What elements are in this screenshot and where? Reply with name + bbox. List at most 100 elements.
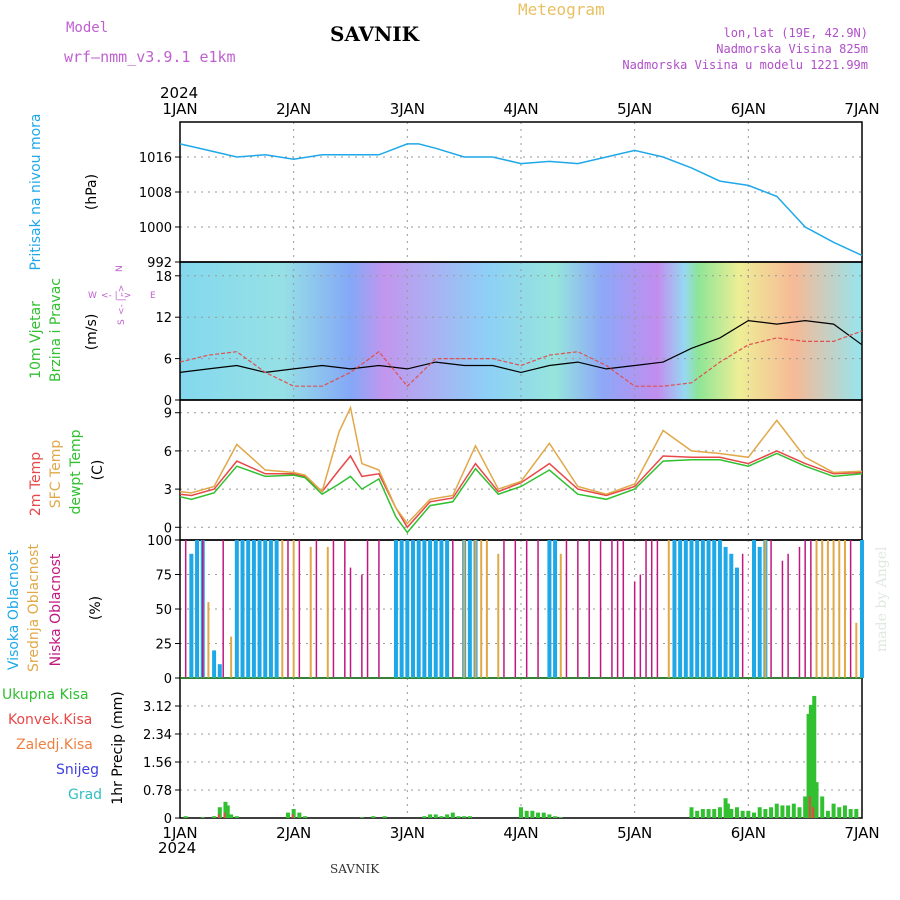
precip-total-bar (183, 816, 188, 818)
x-tick-label-top: 5JAN (617, 100, 652, 118)
precip-total-bar (285, 812, 290, 818)
precip-total-bar (433, 814, 438, 818)
precip-total-bar (780, 805, 785, 818)
temp-label-sfc: SFC Temp (48, 440, 64, 509)
y-tick-label: 18 (155, 270, 172, 285)
mid-cloud-bar (855, 622, 858, 678)
high-cloud-bar (240, 540, 245, 678)
precip-total-bar (725, 803, 730, 818)
y-tick-label: 2.34 (143, 728, 172, 743)
precip-total-bar (831, 803, 836, 818)
precip-total-bar (223, 801, 228, 818)
mid-cloud-bar (838, 540, 841, 678)
precip-total-bar (359, 817, 364, 818)
precip-conv-bar (808, 796, 811, 818)
high-cloud-bar (729, 553, 734, 678)
precip-total-bar (746, 810, 751, 818)
precip-total-bar (723, 798, 728, 818)
low-cloud-bar (201, 540, 204, 678)
high-cloud-bar (706, 540, 711, 678)
mid-cloud-bar (474, 540, 477, 678)
y-tick-label: 0 (164, 394, 172, 409)
low-cloud-bar (810, 540, 812, 678)
precip-total-bar (234, 816, 239, 818)
high-cloud-bar (422, 540, 427, 678)
high-cloud-bar (860, 540, 864, 678)
compass-w: W (88, 291, 97, 301)
precip-total-bar (547, 814, 552, 818)
y-tick-label: 1.56 (143, 756, 172, 771)
low-cloud-bar (537, 540, 539, 678)
mid-cloud-bar (207, 602, 210, 678)
high-cloud-bar (683, 540, 688, 678)
low-cloud-bar (344, 540, 346, 678)
high-cloud-bar (717, 540, 722, 678)
precip-total-bar (854, 809, 859, 818)
temp-sfc-line (179, 405, 863, 525)
low-cloud-bar (222, 540, 224, 678)
low-cloud-bar (503, 540, 505, 678)
precip-total-bar (842, 805, 847, 818)
low-cloud-bar (349, 567, 352, 678)
high-cloud-bar (752, 540, 757, 678)
high-cloud-bar (257, 540, 262, 678)
wind-field-background (180, 262, 862, 400)
high-cloud-bar (251, 540, 256, 678)
x-tick-label-bottom: 5JAN (617, 824, 652, 842)
precip-total-bar (422, 816, 427, 818)
precip-total-bar (757, 807, 762, 818)
high-cloud-bar (547, 540, 552, 678)
mid-cloud-bar (559, 553, 562, 678)
low-cloud-bar (616, 540, 619, 678)
precip-unit: 1hr Precip (mm) (110, 691, 126, 804)
low-cloud-bar (287, 540, 289, 678)
precip-total-bar (200, 817, 205, 818)
precip-total-bar (303, 816, 308, 818)
cloud-label-high: Visoka Oblacnost (6, 549, 22, 670)
mid-cloud-bar (480, 540, 483, 678)
precip-total-bar (428, 814, 433, 818)
low-cloud-bar (622, 540, 625, 678)
high-cloud-bar (212, 650, 217, 678)
high-cloud-bar (246, 540, 251, 678)
meteogram-title: Meteogram (518, 0, 605, 19)
precip-total-bar (774, 803, 779, 818)
compass-s: S (117, 319, 127, 325)
precip-total-bar (291, 809, 296, 818)
precip-total-bar (786, 805, 791, 818)
precip-total-bar (695, 810, 700, 818)
x-tick-label-bottom: 2JAN (276, 824, 311, 842)
y-tick-label: 1016 (139, 151, 172, 166)
y-tick-label: 3 (164, 483, 172, 498)
precip-conv-bar (812, 807, 815, 818)
x-tick-label-top: 2JAN (276, 100, 311, 118)
low-cloud-bar (599, 540, 602, 678)
precip-total-bar (837, 807, 842, 818)
precip-total-bar (848, 809, 853, 818)
low-cloud-bar (781, 560, 784, 678)
precip-total-bar (806, 713, 811, 818)
lonlat-label: lon,lat (19E, 42.9N) (723, 26, 869, 40)
precip-total-bar (456, 816, 461, 818)
x-tick-label-bottom: 7JAN (844, 824, 879, 842)
precip-total-bar (825, 810, 830, 818)
temp-unit: (C) (90, 460, 106, 481)
x-tick-label-bottom: 6JAN (731, 824, 766, 842)
precip-total-bar (297, 812, 302, 818)
pressure-line (179, 143, 863, 257)
precip-total-bar (467, 816, 472, 818)
precip-total-bar (808, 704, 813, 818)
mid-cloud-bar (463, 540, 466, 678)
low-cloud-bar (361, 574, 363, 678)
high-cloud-bar (195, 540, 200, 678)
precip-total-bar (536, 812, 541, 818)
low-cloud-bar (565, 540, 568, 678)
precip-total-bar (717, 807, 722, 818)
precip-total-bar (558, 817, 563, 818)
precip-total-bar (212, 816, 217, 818)
model-name: wrf–nmm_v3.9.1 e1km (64, 48, 236, 66)
mid-cloud-bar (821, 540, 824, 678)
low-cloud-bar (849, 540, 852, 678)
legend-freezing: Zaledj.Kisa (16, 737, 93, 753)
mid-cloud-bar (832, 540, 835, 678)
